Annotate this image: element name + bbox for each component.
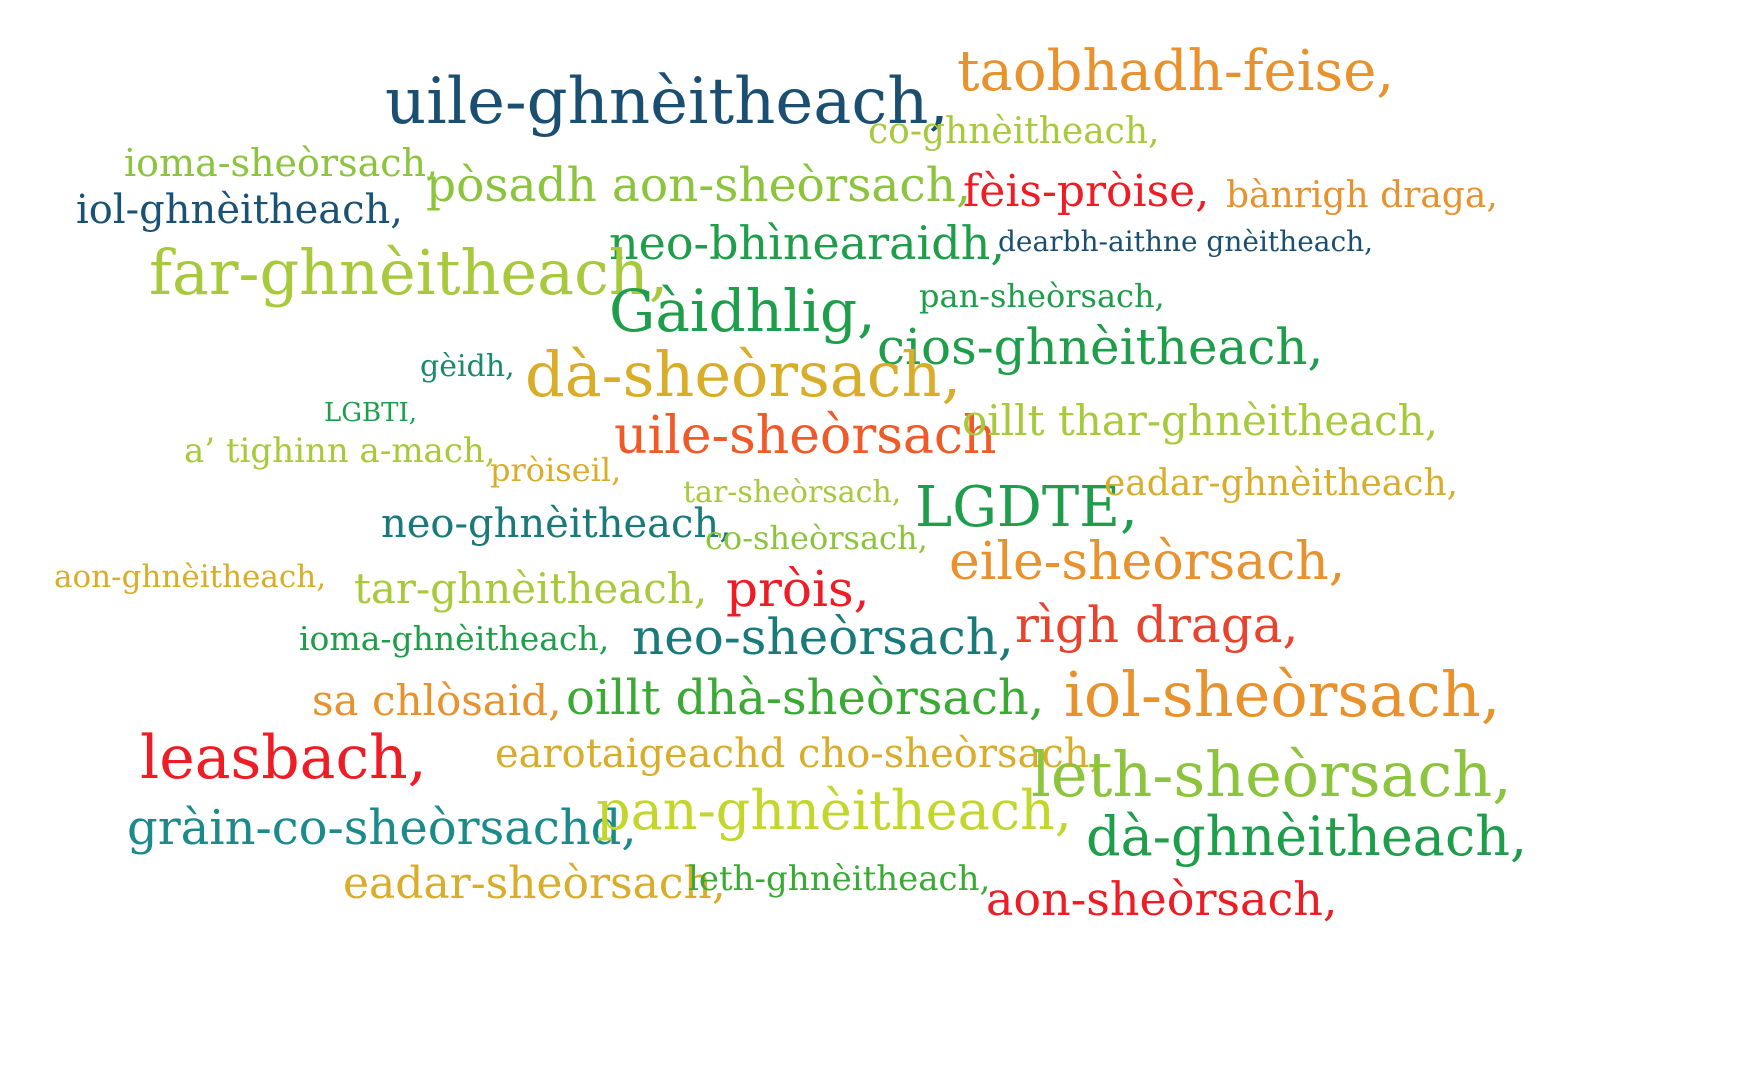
word: dà-ghnèitheach, xyxy=(1086,805,1528,868)
word: earotaigeachd cho-sheòrsach, xyxy=(495,731,1103,777)
word: gràin-co-sheòrsachd, xyxy=(127,800,637,856)
word: iol-sheòrsach, xyxy=(1064,658,1501,731)
word: eile-sheòrsach, xyxy=(949,532,1346,592)
word: oillt dhà-sheòrsach, xyxy=(566,670,1045,726)
word: eadar-ghnèitheach, xyxy=(1104,463,1459,504)
word: neo-bhìnearaidh, xyxy=(609,216,1005,270)
word: eadar-sheòrsach, xyxy=(343,858,726,909)
word: pròis, xyxy=(726,560,870,618)
word: aon-sheòrsach, xyxy=(986,872,1338,926)
word: leth-sheòrsach, xyxy=(1031,738,1512,811)
word: sa chlòsaid, xyxy=(312,676,562,725)
word: cios-ghnèitheach, xyxy=(877,318,1324,376)
word: LGDTE, xyxy=(915,475,1138,540)
word: pòsadh aon-sheòrsach, xyxy=(426,158,971,213)
word: co-ghnèitheach, xyxy=(868,111,1160,152)
word: oillt thar-ghnèitheach, xyxy=(962,396,1439,445)
word: taobhadh-feise, xyxy=(957,39,1395,104)
word: ioma-sheòrsach, xyxy=(124,141,439,185)
word: rìgh draga, xyxy=(1015,596,1299,654)
word: aon-ghnèitheach, xyxy=(54,559,327,595)
word: Gàidhlig, xyxy=(609,277,876,345)
word: tar-ghnèitheach, xyxy=(354,564,708,613)
word: far-ghnèitheach, xyxy=(149,236,669,309)
word: iol-ghnèitheach, xyxy=(76,187,404,233)
word: bànrigh draga, xyxy=(1226,175,1498,216)
word: uile-sheòrsach xyxy=(614,406,997,466)
word: a’ tighinn a-mach, xyxy=(184,431,496,471)
word: uile-ghnèitheach, xyxy=(385,65,949,139)
word: leth-ghnèitheach, xyxy=(688,859,991,899)
word: pan-ghnèitheach, xyxy=(596,779,1072,842)
word: LGBTI, xyxy=(324,398,418,428)
word: gèidh, xyxy=(420,349,515,384)
word: neo-ghnèitheach, xyxy=(381,501,732,547)
word: leasbach, xyxy=(140,723,427,793)
word: co-sheòrsach, xyxy=(705,519,928,557)
word: fèis-pròise, xyxy=(963,166,1210,217)
word: dà-sheòrsach, xyxy=(525,338,962,411)
word: dearbh-aithne gnèitheach, xyxy=(998,225,1374,258)
word: ioma-ghnèitheach, xyxy=(299,619,610,658)
word: pròiseil, xyxy=(490,451,622,489)
word: pan-sheòrsach, xyxy=(919,277,1165,315)
word: neo-sheòrsach, xyxy=(632,608,1014,666)
word: tar-sheòrsach, xyxy=(683,475,902,510)
